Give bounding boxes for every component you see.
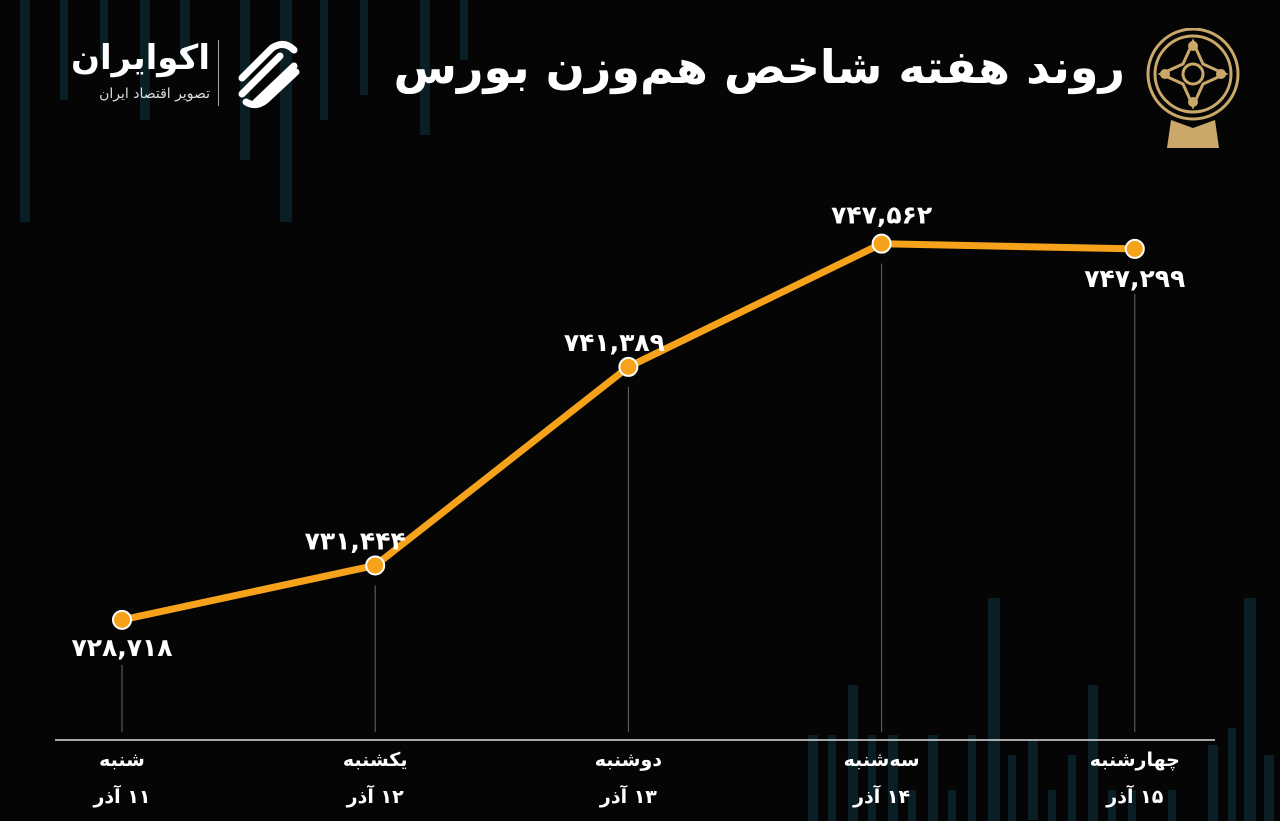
data-point <box>871 233 892 254</box>
bg-bar <box>1088 685 1098 821</box>
bg-bar <box>1228 728 1236 821</box>
bg-bar <box>20 0 30 222</box>
stock-exchange-seal-icon <box>1146 28 1240 148</box>
ecoiran-logo: اکوایران تصویر اقتصاد ایران <box>50 38 310 110</box>
bg-bar <box>1048 790 1056 821</box>
x-tick-date: ۱۵ آذر <box>1105 784 1163 808</box>
bg-bar <box>1264 755 1274 821</box>
data-label: ۷۴۱,۳۸۹ <box>564 328 665 357</box>
data-label: ۷۴۷,۵۶۲ <box>831 201 932 230</box>
bg-bar <box>1208 745 1218 821</box>
bg-bar <box>928 735 938 821</box>
x-tick-day: شنبه <box>99 749 145 771</box>
chart-title: روند هفته شاخص هم‌وزن بورس <box>393 40 1126 94</box>
logo-divider <box>218 40 219 106</box>
x-tick-day: دوشنبه <box>595 749 663 771</box>
bg-bar <box>60 0 68 100</box>
bg-bar <box>888 735 898 821</box>
data-point <box>1124 238 1145 259</box>
x-tick-day: سه‌شنبه <box>844 749 920 771</box>
bg-bar <box>1168 790 1176 821</box>
logo-name: اکوایران <box>71 38 210 78</box>
x-tick-date: ۱۲ آذر <box>346 784 404 808</box>
x-tick-date: ۱۱ آذر <box>92 784 150 808</box>
bg-bar <box>100 0 108 60</box>
x-tick-day: یکشنبه <box>343 749 408 771</box>
bg-bar <box>360 0 368 95</box>
bg-bar <box>828 735 836 821</box>
bg-bar <box>968 735 976 821</box>
bg-bar <box>1068 755 1076 821</box>
bg-bar <box>240 0 250 160</box>
data-point <box>112 609 132 630</box>
bg-bar <box>180 0 190 60</box>
bg-bar <box>1028 740 1038 820</box>
bg-bar <box>848 685 858 821</box>
x-tick-day: چهارشنبه <box>1090 749 1180 771</box>
data-label: ۷۲۸,۷۱۸ <box>71 633 172 662</box>
data-point <box>365 555 386 576</box>
bg-bar <box>948 790 956 821</box>
logo-tagline: تصویر اقتصاد ایران <box>99 86 210 102</box>
bg-bar <box>420 0 430 135</box>
data-label: ۷۴۷,۲۹۹ <box>1084 264 1185 293</box>
bg-bar <box>1108 790 1116 821</box>
ecoiran-mark-icon <box>238 41 300 109</box>
bg-bar <box>1008 755 1016 821</box>
bg-bar <box>808 735 818 821</box>
bg-bar <box>1244 598 1256 821</box>
bg-bar <box>1128 790 1136 821</box>
data-label: ۷۳۱,۴۴۴ <box>305 526 406 555</box>
bg-bar <box>908 790 916 821</box>
bg-bar <box>988 598 1000 821</box>
x-tick-date: ۱۴ آذر <box>852 784 910 808</box>
x-tick-date: ۱۳ آذر <box>599 784 657 808</box>
bg-bar <box>320 0 328 120</box>
bg-bar <box>868 735 876 821</box>
bg-bar <box>460 0 468 60</box>
data-point <box>618 356 639 377</box>
bg-bar <box>140 0 150 120</box>
